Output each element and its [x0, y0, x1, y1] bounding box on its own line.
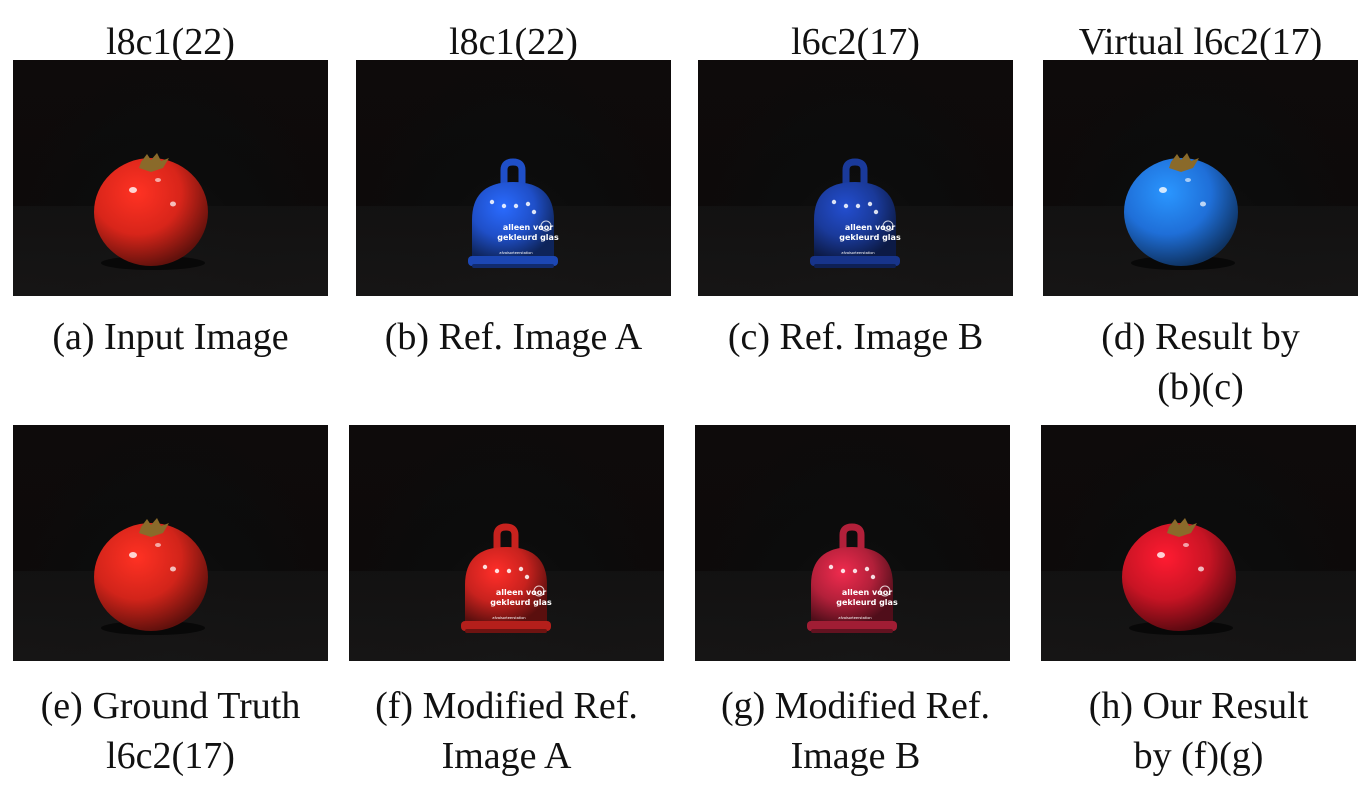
- caption-b-line1: (b) Ref. Image A: [384, 316, 643, 358]
- tomato: [1122, 518, 1236, 635]
- bell-text-2: gekleurd glas: [836, 598, 898, 607]
- bell-text-1: alleen voor: [842, 588, 892, 597]
- tomato: [94, 153, 208, 270]
- tomato: [94, 518, 208, 635]
- caption-f: (f) Modified Ref. Image A: [336, 681, 677, 781]
- photo-c: alleen voor gekleurd glas afvalsorteerstat…: [698, 60, 1013, 296]
- photo-e: [13, 425, 328, 661]
- caption-h-line1: (h) Our Result: [1088, 685, 1309, 727]
- caption-h-line2: by (f)(g): [1133, 735, 1264, 777]
- caption-f-line1: (f) Modified Ref.: [375, 685, 638, 727]
- top-label-a: l8c1(22): [106, 21, 235, 63]
- bell-text-2: gekleurd glas: [497, 233, 559, 242]
- caption-h: (h) Our Result by (f)(g): [1028, 681, 1366, 781]
- caption-g: (g) Modified Ref. Image B: [685, 681, 1026, 781]
- bell-text-1: alleen voor: [503, 223, 553, 232]
- tomato: [1124, 153, 1238, 270]
- caption-e: (e) Ground Truth l6c2(17): [0, 681, 341, 781]
- caption-a: (a) Input Image: [13, 312, 328, 362]
- caption-d-line2: (b)(c): [1157, 366, 1244, 408]
- photo-h: [1041, 425, 1356, 661]
- photo-g: alleen voor gekleurd glas afvalsorteerstat…: [695, 425, 1010, 661]
- photo-f: alleen voor gekleurd glas afvalsorteerstat…: [349, 425, 664, 661]
- caption-c: (c) Ref. Image B: [698, 312, 1013, 362]
- top-label-d: Virtual l6c2(17): [1078, 21, 1323, 63]
- bell-text-2: gekleurd glas: [490, 598, 552, 607]
- bell-text-3: afvalsorteerstation: [841, 251, 874, 255]
- caption-d-line1: (d) Result by: [1101, 316, 1300, 358]
- caption-g-line1: (g) Modified Ref.: [720, 685, 991, 727]
- caption-a-line1: (a) Input Image: [52, 316, 289, 358]
- caption-e-line1: (e) Ground Truth: [40, 685, 301, 727]
- caption-c-line1: (c) Ref. Image B: [727, 316, 984, 358]
- caption-f-line2: Image A: [441, 735, 572, 777]
- photo-a: [13, 60, 328, 296]
- bell-text-3: afvalsorteerstation: [838, 616, 871, 620]
- top-label-b: l8c1(22): [449, 21, 578, 63]
- caption-e-line2: l6c2(17): [106, 735, 235, 777]
- caption-g-line2: Image B: [790, 735, 921, 777]
- bell-text-2: gekleurd glas: [839, 233, 901, 242]
- bell-text-1: alleen voor: [496, 588, 546, 597]
- caption-d: (d) Result by (b)(c): [1043, 312, 1358, 412]
- bell-text-3: afvalsorteerstation: [499, 251, 532, 255]
- bell-text-3: afvalsorteerstation: [492, 616, 525, 620]
- top-label-c: l6c2(17): [791, 21, 920, 63]
- caption-b: (b) Ref. Image A: [356, 312, 671, 362]
- bell-text-1: alleen voor: [845, 223, 895, 232]
- photo-d: [1043, 60, 1358, 296]
- photo-b: alleen voor gekleurd glas afvalsorteerstat…: [356, 60, 671, 296]
